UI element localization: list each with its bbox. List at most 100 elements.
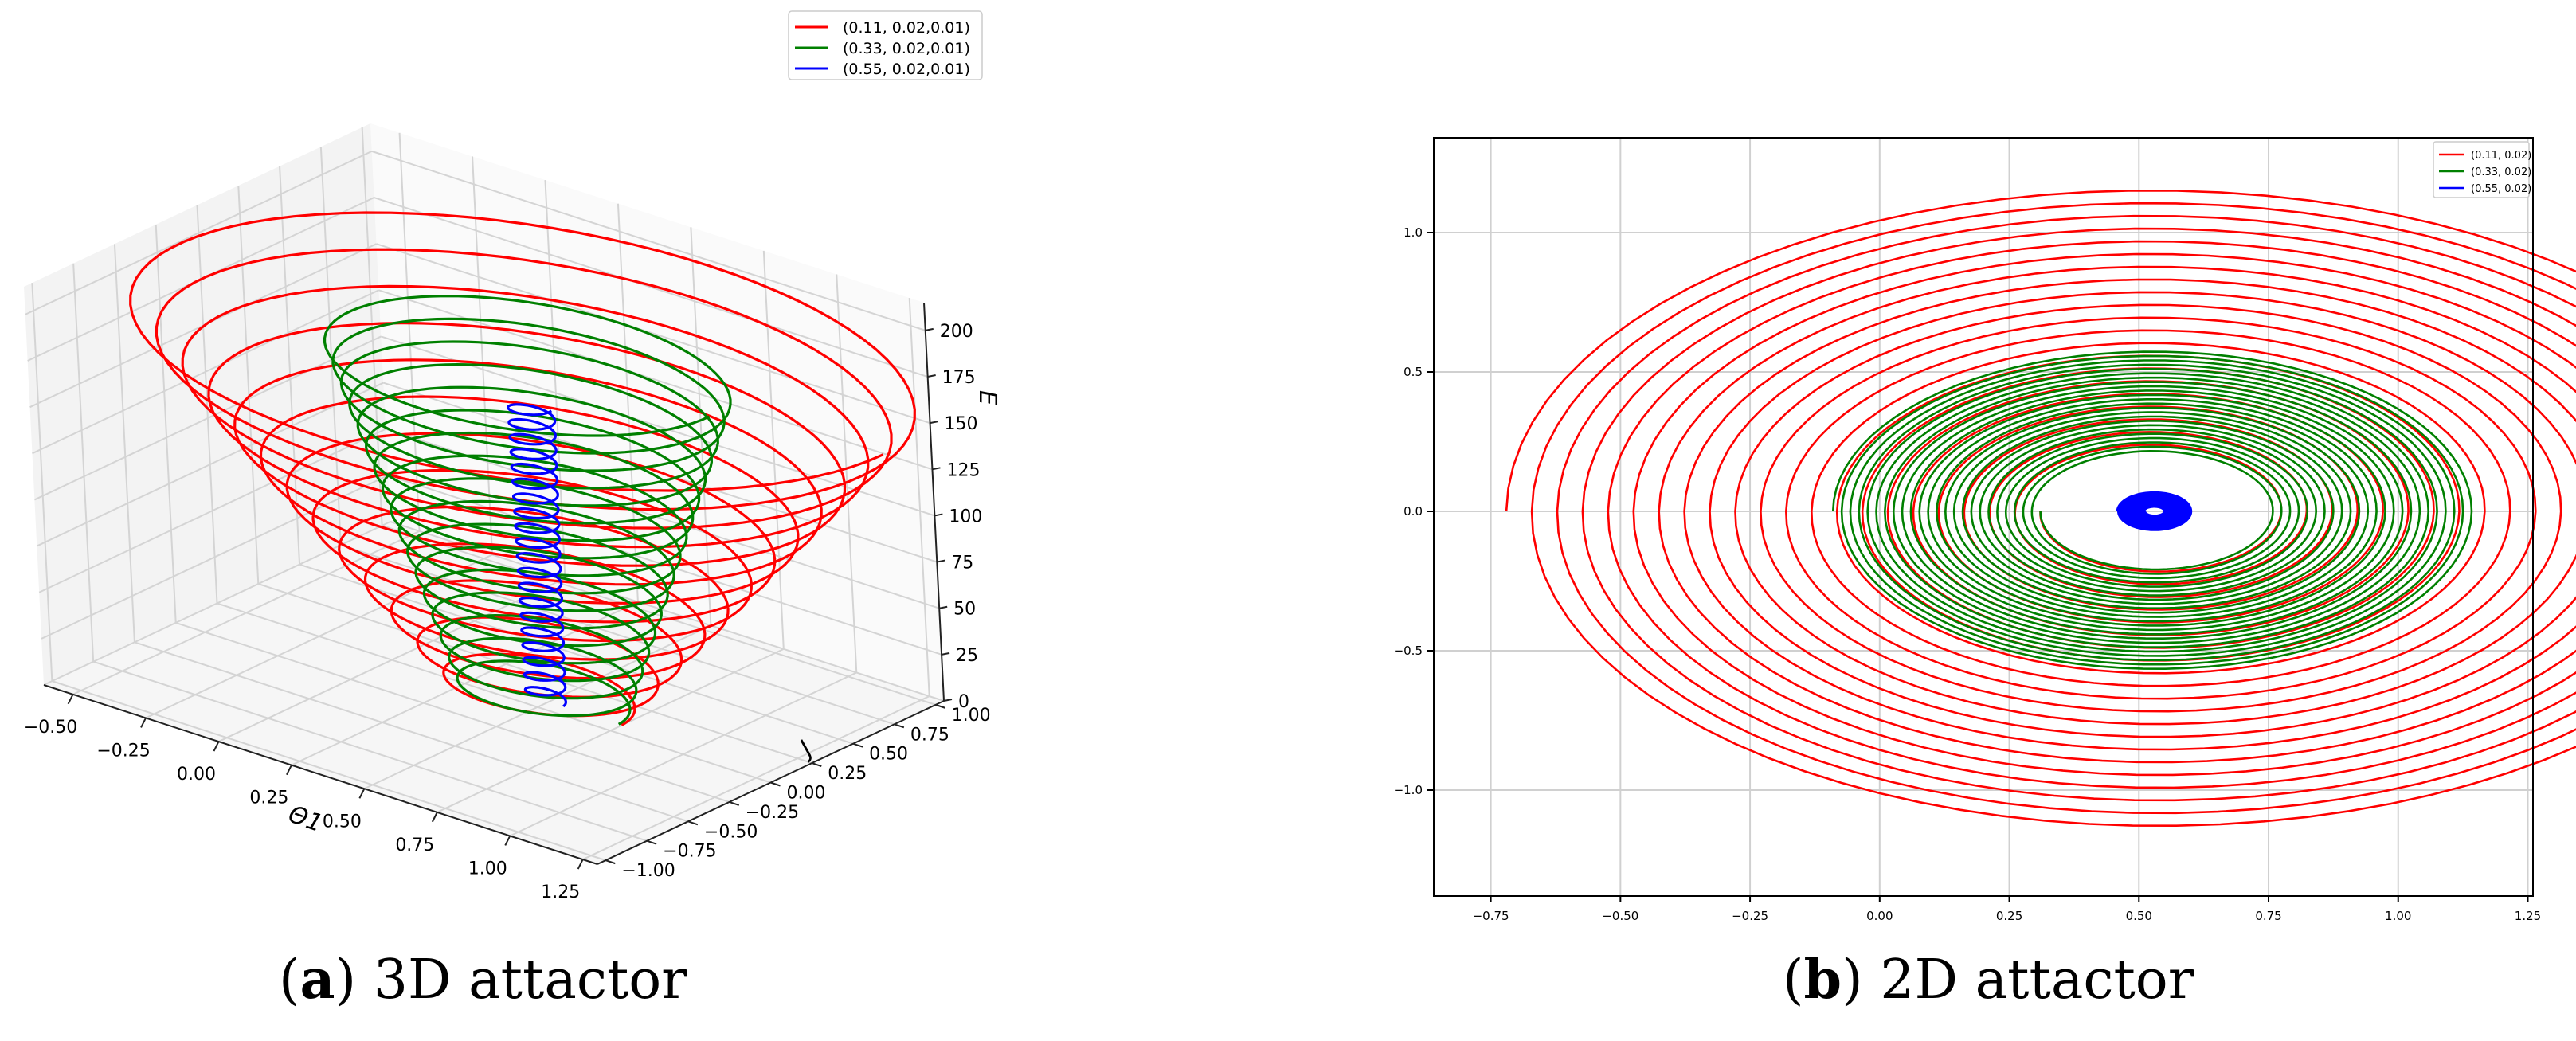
grid-y-left <box>196 205 218 604</box>
legend-2d-box <box>2433 141 2530 198</box>
z-tick-label-3d: 100 <box>949 507 982 526</box>
grid-x-back <box>472 156 494 555</box>
z-tick-mark-3d <box>927 374 936 378</box>
x-tick-mark-3d <box>140 718 147 728</box>
grid-y-left <box>113 244 135 643</box>
legend-3d-entry-2: (0.55, 0.02,0.01) <box>843 61 970 78</box>
grid-z-back <box>374 197 928 378</box>
series-2d-line-2 <box>2116 491 2193 531</box>
x-tick-label: 0.25 <box>1996 909 2022 923</box>
z-tick-mark-3d <box>938 605 948 609</box>
y-tick-label-3d: 0.25 <box>828 764 867 784</box>
x-axis-line-3d <box>43 684 598 865</box>
z-tick-label-3d: 25 <box>956 646 978 666</box>
z-tick-mark-3d <box>930 421 938 425</box>
x-tick-label: −0.75 <box>1473 909 1509 923</box>
caption-b-letter: b <box>1803 948 1842 1012</box>
y-tick-label-3d: 0.50 <box>869 745 908 765</box>
grid-z-left <box>32 289 379 455</box>
series-2d-line-0 <box>1505 189 2576 827</box>
axes-3d-ticks: −0.50−0.250.000.250.500.751.001.25−1.00−… <box>24 302 991 902</box>
x-tick-label-3d: −0.50 <box>24 718 77 738</box>
legend-2d-entry-2: (0.55, 0.02) <box>2471 183 2531 195</box>
y-tick-mark-3d <box>852 742 863 748</box>
z-tick-label-3d: 200 <box>940 322 973 342</box>
x-tick-mark-3d <box>577 859 584 870</box>
z-tick-label-3d: 50 <box>953 600 976 620</box>
z-tick-mark-3d <box>934 513 943 517</box>
grid-z-left <box>33 335 382 501</box>
grid-x-back <box>836 274 858 673</box>
grid-z-back <box>381 335 935 517</box>
caption-b-text: 2D attactor <box>1862 949 2194 1012</box>
legend-2d-entry-0: (0.11, 0.02) <box>2471 150 2531 162</box>
x-tick-label-3d: 0.00 <box>177 765 216 785</box>
x-tick-mark-3d <box>213 741 220 752</box>
grid-x-back <box>398 132 421 531</box>
y-tick-mark-3d <box>687 820 699 826</box>
x-tick-label-3d: −0.25 <box>96 741 150 761</box>
panel-3d-attractor: −0.50−0.250.000.250.500.751.001.25−1.00−… <box>24 10 1001 902</box>
z-tick-label-3d: 150 <box>945 414 978 434</box>
x-tick-mark-3d <box>286 765 292 776</box>
z-tick-mark-3d <box>932 467 941 471</box>
grid-y-left <box>237 186 260 585</box>
x-tick-label: −0.25 <box>1732 909 1768 923</box>
x-tick-label-3d: 1.00 <box>468 859 507 879</box>
caption-a: (a) 3D attactor <box>279 948 687 1012</box>
series-2d-line-1 <box>1831 350 2473 671</box>
y-tick-mark-3d <box>605 859 616 865</box>
x-tick-label: 1.00 <box>2385 909 2411 923</box>
y-tick-mark-3d <box>894 723 905 729</box>
grid-y-floor <box>340 544 895 726</box>
legend-2d-entry-1: (0.33, 0.02) <box>2471 166 2531 178</box>
series-3d-line-2 <box>507 403 568 708</box>
grid-x-back <box>908 298 930 697</box>
x-tick-label-3d: 0.50 <box>323 812 362 832</box>
y-tick-mark-3d <box>935 703 945 709</box>
series-3d-group <box>129 211 916 726</box>
x-tick-mark-3d <box>67 694 74 705</box>
legend-3d: (0.11, 0.02,0.01) (0.33, 0.02,0.01) (0.55,… <box>788 10 983 80</box>
legend-3d-entry-1: (0.33, 0.02,0.01) <box>843 40 970 57</box>
grid-y-floor <box>299 563 854 745</box>
y-tick-label: 0.0 <box>1403 504 1423 519</box>
grid-z-back <box>376 243 930 425</box>
x-axis-label-3d: Θ1 <box>284 800 326 838</box>
z-tick-label-3d: 0 <box>958 692 969 712</box>
grid-z-back <box>371 150 926 331</box>
panel-2d-attractor: −0.75 −0.50 −0.25 0.00 0.25 0.50 0.75 1.00 1.25 −… <box>1394 137 2576 923</box>
caption-a-text: 3D attactor <box>356 949 687 1012</box>
grid-z-left <box>36 382 384 547</box>
x-tick-label: −0.50 <box>1602 909 1638 923</box>
y-tick-label: −1.0 <box>1394 783 1423 797</box>
y-tick-label-3d: 0.00 <box>787 784 826 804</box>
grid-y-floor <box>52 680 606 862</box>
y-tick-label-3d: −0.75 <box>663 842 716 862</box>
y-tick-label: 0.5 <box>1403 365 1423 379</box>
z-tick-mark-3d <box>941 652 950 656</box>
grid-y-left <box>31 283 53 682</box>
grid-y-floor <box>382 524 936 706</box>
axes-2d-ticks: −0.75 −0.50 −0.25 0.00 0.25 0.50 0.75 1.00 1.25 −… <box>1394 225 2542 923</box>
x-tick-label-3d: 1.25 <box>541 883 580 902</box>
grid-y-left <box>72 263 95 662</box>
z-axis-line-3d <box>923 302 945 702</box>
y-tick-label-3d: −0.25 <box>746 803 799 823</box>
series-2d-group <box>1505 189 2576 827</box>
x-tick-label-3d: 0.25 <box>249 789 288 808</box>
grid-y-left <box>155 224 177 623</box>
x-tick-label: 0.00 <box>1866 909 1893 923</box>
x-tick-label: 1.25 <box>2515 909 2541 923</box>
grid-y-floor <box>217 602 771 784</box>
y-tick-label: −0.5 <box>1394 644 1423 658</box>
y-tick-label-3d: 0.75 <box>910 725 949 745</box>
grid-y-floor <box>134 641 689 823</box>
y-tick-mark-3d <box>729 800 740 806</box>
grid-z-left <box>41 474 389 640</box>
x-tick-label: 0.75 <box>2255 909 2281 923</box>
grid-y-floor <box>92 660 648 842</box>
x-tick-mark-3d <box>504 836 511 846</box>
x-tick-label: 0.50 <box>2126 909 2152 923</box>
